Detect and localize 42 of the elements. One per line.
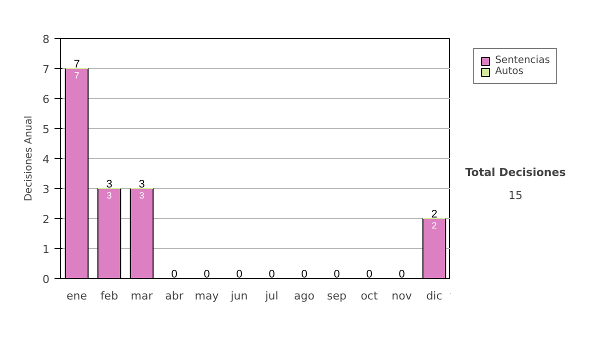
y-axis-title: Decisiones Anual (24, 116, 34, 202)
x-tick-label: sep (327, 290, 347, 302)
text: Total Decisiones (465, 166, 566, 179)
x-tick-label: abr (165, 290, 184, 302)
total-label: 0 (204, 268, 210, 280)
y-tick-label: 4 (42, 153, 50, 166)
x-tick-label: jul (264, 290, 278, 302)
x-tick-label: feb (100, 290, 118, 302)
total-label: 2 (431, 208, 438, 220)
total-label: 0 (301, 268, 308, 280)
total-label: 0 (236, 268, 242, 280)
total-label: 7 (74, 58, 80, 70)
y-tick-label: 5 (42, 123, 50, 136)
x-tick-label: ene (66, 290, 88, 302)
legend-label: Autos (495, 66, 524, 77)
total-label: 3 (106, 178, 112, 190)
x-tick-label: mar (130, 290, 154, 302)
y-tick-label: 7 (42, 63, 50, 76)
data-label: 2 (432, 220, 437, 230)
x-tick-label: ago (294, 290, 315, 302)
y-tick-label: 1 (42, 243, 50, 256)
data-label: 3 (106, 190, 112, 200)
total-label: 0 (366, 268, 372, 280)
y-tick-label: 8 (42, 33, 50, 46)
total-label: 0 (268, 268, 275, 280)
data-label: 3 (139, 190, 144, 200)
y-tick-label: 2 (42, 213, 50, 226)
legend-label: Sentencias (495, 55, 550, 66)
x-tick-label: dic (426, 290, 442, 302)
data-label: 7 (74, 70, 80, 80)
x-tick-label: oct (360, 290, 378, 302)
total-label: 0 (171, 268, 178, 280)
y-tick-label: 0 (42, 273, 50, 286)
total-label: 0 (398, 268, 405, 280)
y-tick-label: 6 (42, 93, 50, 106)
x-tick-label: may (194, 290, 220, 302)
total-label: 0 (334, 268, 340, 280)
x-tick-label: jun (230, 290, 248, 302)
text: 15 (508, 189, 522, 202)
total-label: 3 (138, 178, 145, 190)
y-tick-label: 3 (42, 183, 50, 196)
x-tick-label: nov (392, 290, 412, 302)
